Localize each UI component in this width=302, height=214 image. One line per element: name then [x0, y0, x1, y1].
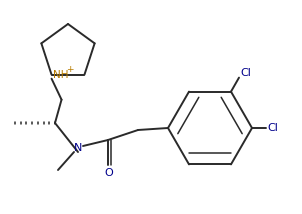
- Text: O: O: [104, 168, 113, 178]
- Text: +: +: [66, 65, 74, 74]
- Text: Cl: Cl: [240, 68, 251, 78]
- Text: NH: NH: [53, 70, 68, 80]
- Text: N: N: [74, 143, 82, 153]
- Text: Cl: Cl: [267, 123, 278, 133]
